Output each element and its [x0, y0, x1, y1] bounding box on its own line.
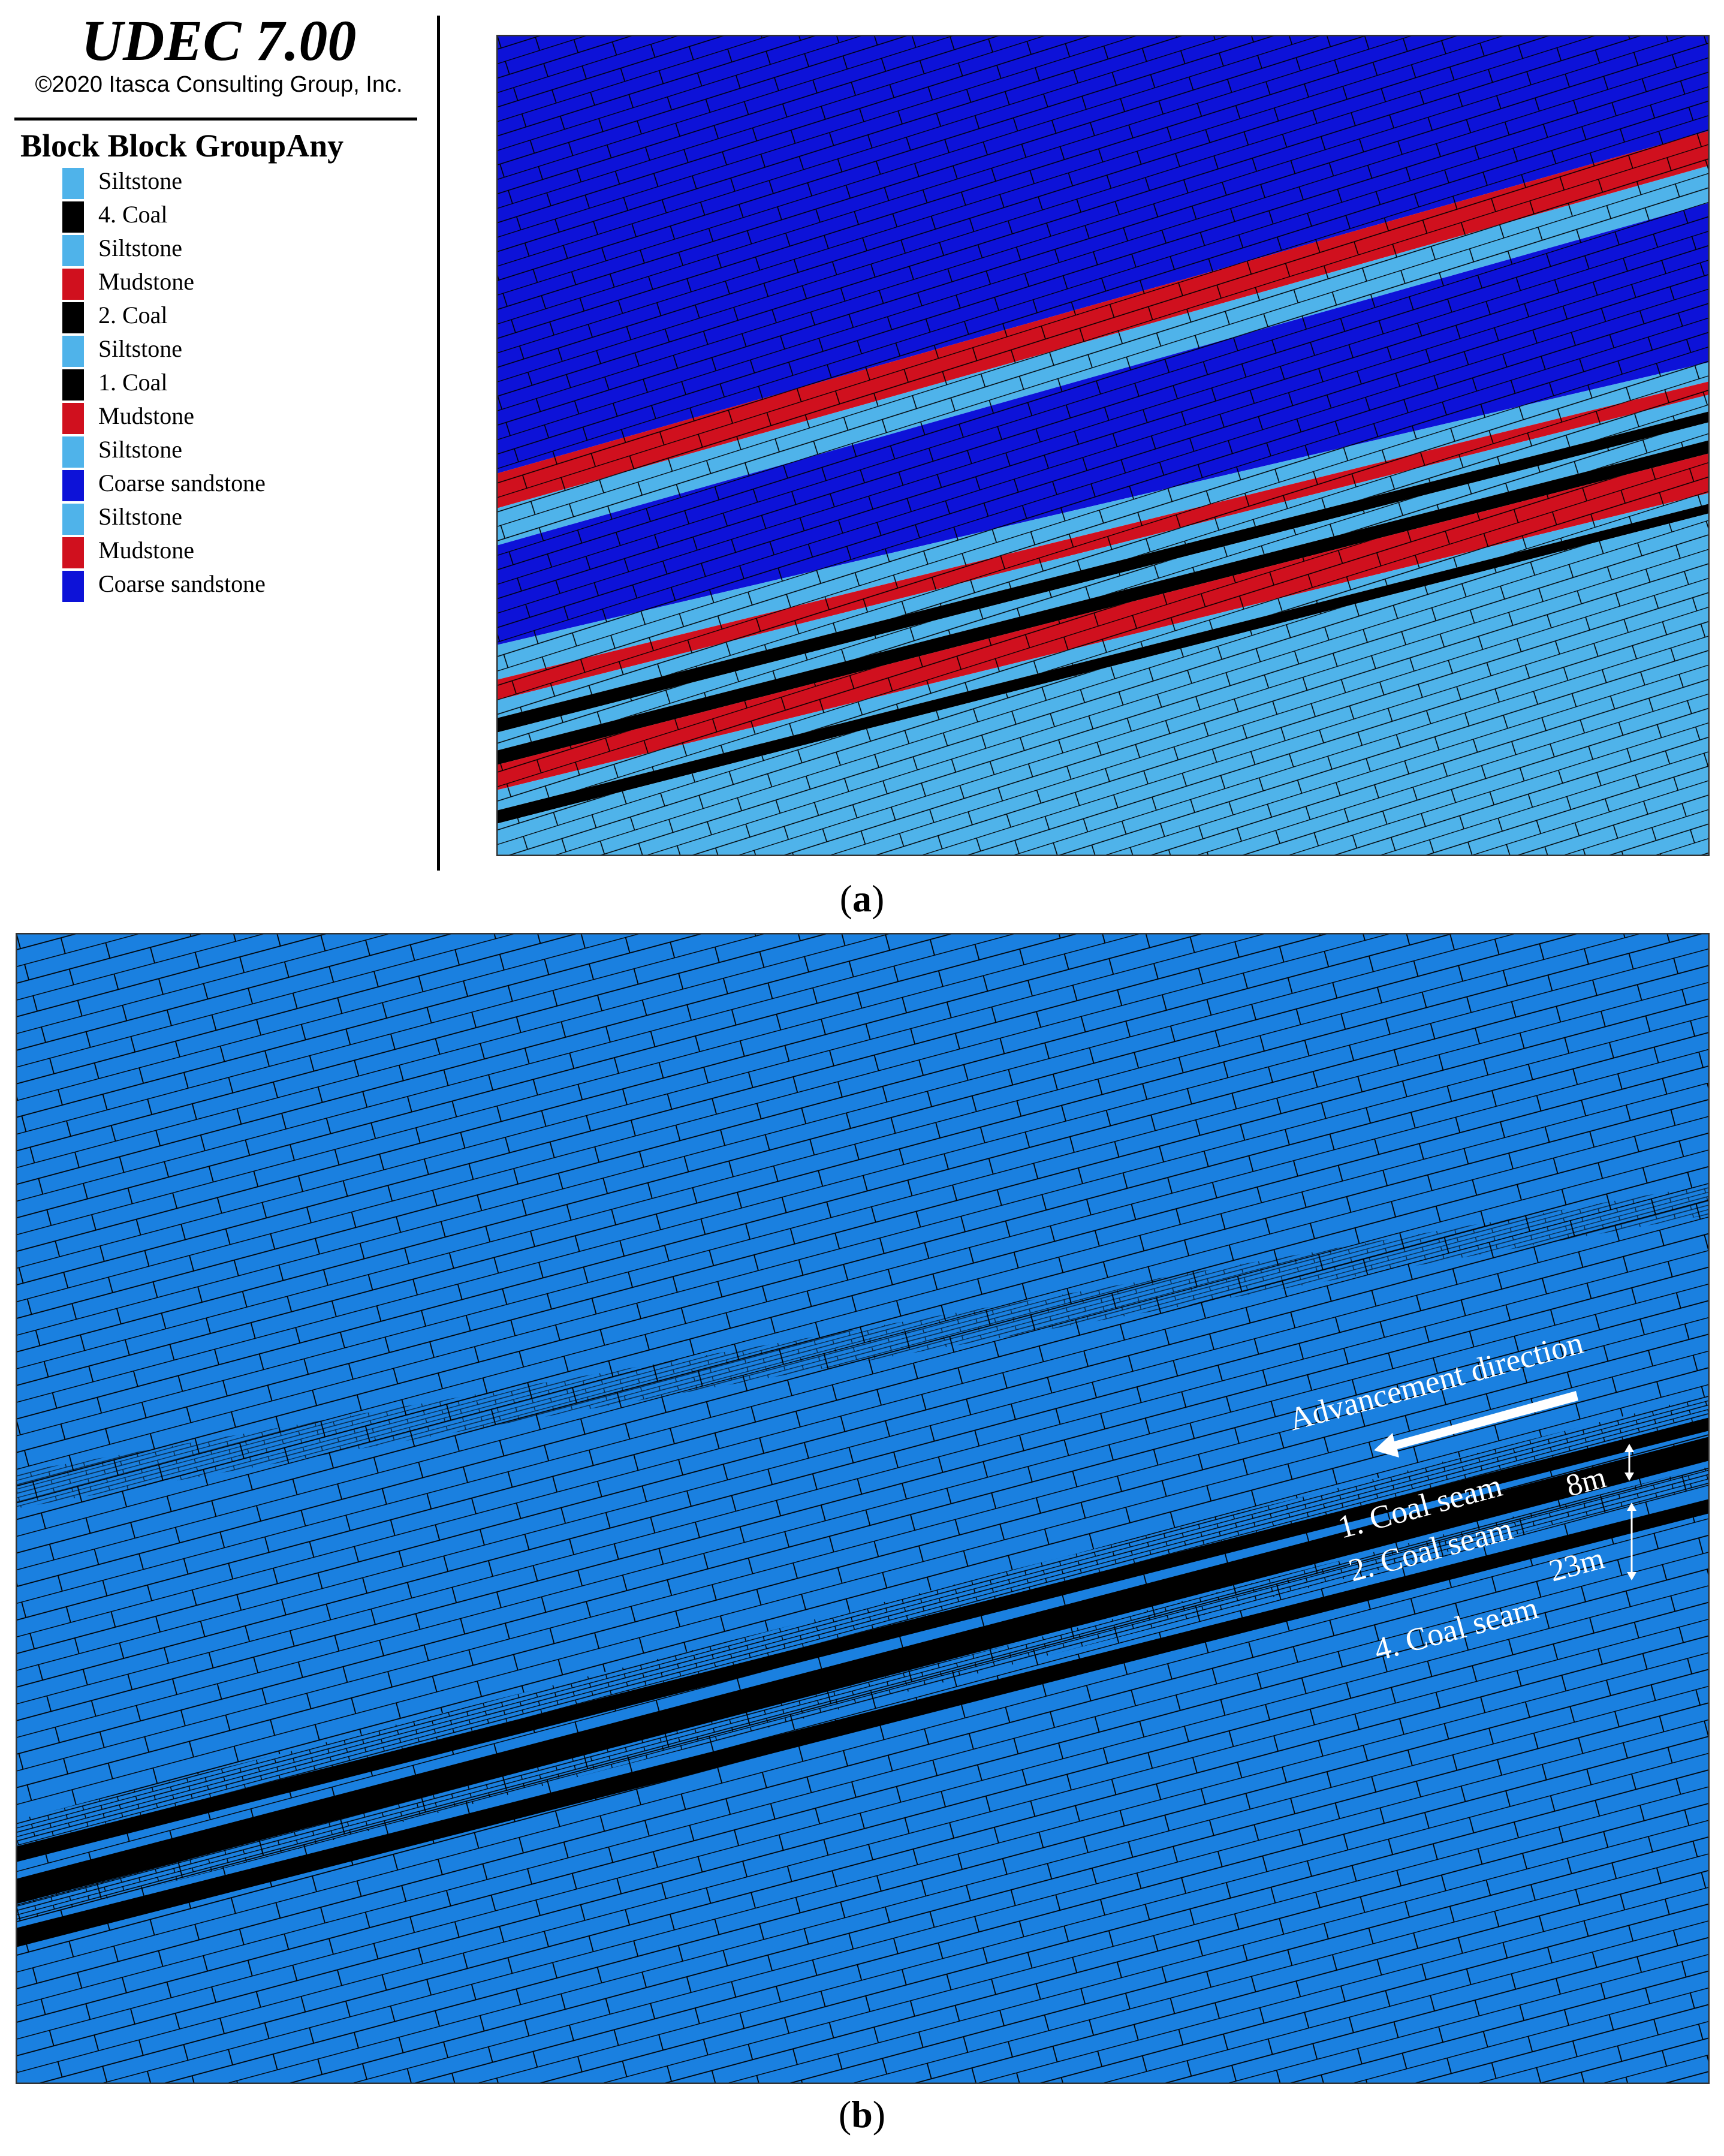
- legend-label: Siltstone: [98, 335, 183, 362]
- legend-swatch: [62, 269, 84, 300]
- coal-seam-1: [496, 411, 1710, 733]
- coarse-sandstone-middle-layer: [496, 203, 1710, 645]
- dimension-arrow-23m: [1627, 1502, 1636, 1580]
- legend-label: Mudstone: [98, 268, 194, 295]
- legend-swatch: [62, 168, 84, 199]
- legend-swatch: [62, 504, 84, 535]
- fine-block-zone-seam-mesh: [16, 1395, 1710, 1847]
- strata-layers: [496, 35, 1710, 856]
- legend-label: Siltstone: [98, 503, 183, 530]
- fine-block-zone-upper: [16, 1185, 1710, 1508]
- legend-swatch: [62, 369, 84, 401]
- legend-label: Mudstone: [98, 537, 194, 564]
- siltstone-bottom-layer: [496, 513, 1710, 856]
- coal-seam-1-band: [16, 1417, 1710, 1862]
- coal-seam-4: [496, 504, 1710, 824]
- dimension-arrow-8m: [1624, 1444, 1634, 1481]
- siltstone-thin-layer: [496, 395, 1710, 718]
- coal-seam-4-band: [16, 1499, 1710, 1947]
- copyright-text: ©2020 Itasca Consulting Group, Inc.: [35, 72, 403, 97]
- software-title: UDEC 7.00: [81, 8, 357, 73]
- advancement-arrow: [1374, 1391, 1578, 1458]
- mudstone-upper-layer: [496, 131, 1710, 508]
- panel-b-coal-seam-model: Advancement direction 1. Coal seam 2. Co…: [16, 933, 1710, 2084]
- coal-seam-2-band: [16, 1437, 1710, 1904]
- legend-label: 2. Coal: [98, 302, 168, 329]
- legend-label: Siltstone: [98, 436, 183, 463]
- coal-seam-2: [496, 440, 1710, 765]
- legend-label: Siltstone: [98, 234, 183, 261]
- siltstone-upper-layer: [496, 165, 1710, 546]
- legend-label: 4. Coal: [98, 201, 168, 228]
- vertical-separator: [437, 16, 440, 871]
- legend-swatch: [62, 235, 84, 266]
- legend-title: Block Block GroupAny: [20, 128, 344, 164]
- legend-label: Siltstone: [98, 167, 183, 194]
- legend-swatch: [62, 403, 84, 434]
- legend-swatch: [62, 302, 84, 333]
- fine-block-zone-lower: [16, 1467, 1710, 1922]
- header-divider: [14, 118, 417, 121]
- siltstone-lower-thin-layer: [496, 493, 1710, 811]
- mudstone-middle-layer: [496, 381, 1710, 700]
- legend-label: Coarse sandstone: [98, 570, 266, 597]
- caption-b: (b): [838, 2093, 886, 2136]
- coarse-sandstone-top-layer: [496, 35, 1710, 474]
- legend-label: Mudstone: [98, 402, 194, 429]
- legend-label: Coarse sandstone: [98, 469, 266, 496]
- panel-a-strata-model: [496, 35, 1710, 856]
- rock-mass-blocks: [16, 933, 1710, 2084]
- siltstone-middle-layer: [496, 362, 1710, 680]
- legend-swatch: [62, 470, 84, 501]
- legend-header: UDEC 7.00 ©2020 Itasca Consulting Group,…: [0, 0, 432, 869]
- caption-a: (a): [839, 877, 885, 920]
- legend-swatch: [62, 537, 84, 568]
- legend-swatch: [62, 571, 84, 602]
- legend-swatch: [62, 336, 84, 367]
- mudstone-lower-layer: [496, 453, 1710, 790]
- legend-label: 1. Coal: [98, 369, 168, 396]
- legend-swatch: [62, 436, 84, 468]
- legend-swatch: [62, 201, 84, 233]
- siltstone-between-coal: [496, 422, 1710, 751]
